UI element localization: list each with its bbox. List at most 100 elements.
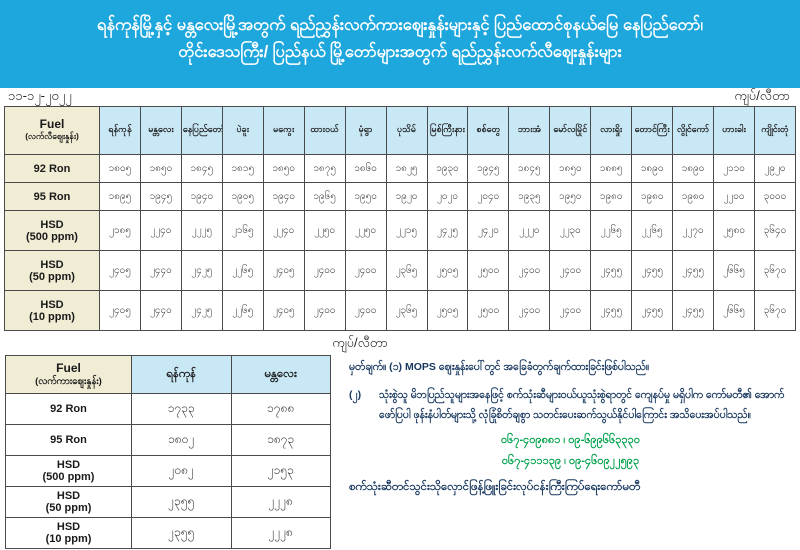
- note-2-number: (၂): [349, 388, 362, 401]
- price-cell: ၃၆၄၀: [754, 210, 796, 251]
- city-column-header: စစ်တွေ: [467, 106, 510, 155]
- price-cell: ၂၄၀၀: [303, 290, 346, 331]
- table-header-row: Fuel (လက်လီဈေးနှုန်း) ရန်ကုန် မန္တလေး နေပြည်…: [4, 106, 796, 155]
- fuel-name-cell: 92 Ron: [5, 393, 132, 425]
- price-cell: ၁၉၂၀: [385, 182, 428, 211]
- price-cell: ၂၄၀၀: [549, 250, 592, 291]
- price-cell: ၂၄၂၅: [180, 290, 223, 331]
- price-cell: ၂၄၅၅: [590, 250, 633, 291]
- price-cell: ၃၀၀၀: [754, 182, 796, 211]
- price-cell: ၂၅၈၀: [713, 210, 755, 251]
- fuel-price-row: HSD (500 ppm) ၂၀၈၂ ၂၁၅၃: [5, 455, 331, 487]
- city-column-header: ပဲခူး: [221, 106, 264, 155]
- price-cell: ၁၈၈၅: [590, 154, 633, 183]
- price-cell: ၂၄၀၀: [344, 250, 387, 291]
- city-column-header: မကွေး: [262, 106, 305, 155]
- price-cell: ၂၄၅၅: [590, 290, 633, 331]
- price-cell: ၂၀၂၀: [426, 182, 469, 211]
- price-cell: ၂၂၂၀: [508, 210, 551, 251]
- price-cell: ၂၄၅၅: [631, 290, 674, 331]
- price-cell: ၃၆၇၀: [754, 250, 796, 291]
- price-cell: ၁၈၀၂: [131, 424, 232, 456]
- wholesale-table-body: 92 Ron ၁၇၃၃ ၁၇၈၈ 95 Ron ၁၈၀၂ ၁၈၇၃ HSD (500 ppm)…: [5, 393, 331, 549]
- wholesale-table-head: Fuel (လက်ကားဈေးနှုန်း) ရန်ကုန် မန္တလေး: [5, 355, 331, 394]
- price-cell: ၁၉၈၀: [590, 182, 633, 211]
- city-column-header: မော်လမြိုင်: [549, 106, 592, 155]
- fuel-name-cell: HSD (500 ppm): [5, 455, 132, 487]
- price-cell: ၁၉၃၅: [508, 182, 551, 211]
- price-cell: ၂၅၀၅: [426, 250, 469, 291]
- price-cell: ၁၉၅၀: [344, 182, 387, 211]
- fuel-name-cell: HSD (50 ppm): [4, 250, 100, 291]
- price-cell: ၁၈၄၅: [508, 154, 551, 183]
- price-cell: ၂၂၂၈: [230, 517, 331, 549]
- price-cell: ၁၈၀၅: [99, 154, 141, 183]
- fuel-name-cell: HSD (10 ppm): [5, 517, 132, 549]
- city-column-header: နေပြည်တော်: [180, 106, 223, 155]
- price-cell: ၂၂၂၈: [230, 486, 331, 518]
- price-cell: ၂၂၄၀: [262, 210, 305, 251]
- title-line-1: ရန်ကုန်မြို့နှင့် မန္တလေးမြို့အတွက် ရည်ည…: [96, 16, 704, 34]
- price-cell: ၂၄၂၀: [467, 210, 510, 251]
- price-cell: ၁၉၄၅: [467, 154, 510, 183]
- notes-panel: မှတ်ချက်။ (၁) MOPS ဈေးနှုန်းပေါ်တွင် အခြ…: [331, 355, 794, 549]
- phone-line-1: ၀၆၇-၄၀၉၈၈၁ ၊ ၀၉-၆၉၉၆၆၃၃၃၀: [500, 433, 641, 446]
- price-cell: ၂၂၆၅: [590, 210, 633, 251]
- price-cell: ၁၈၇၅: [303, 154, 346, 183]
- price-cell: ၂၄၅၅: [631, 250, 674, 291]
- price-cell: ၂၅၀၅: [426, 290, 469, 331]
- price-cell: ၁၉၃၀: [426, 154, 469, 183]
- note-1: မှတ်ချက်။ (၁) MOPS ဈေးနှုန်းပေါ်တွင် အခြ…: [349, 361, 650, 373]
- note-2-text: သုံးစွဲသူ မိဘပြည်သူများအနေဖြင့် စက်သုံးဆ…: [379, 388, 785, 421]
- fuel-price-row: HSD (10 ppm) ၂၃၅၅ ၂၂၂၈: [5, 517, 331, 549]
- price-cell: ၁၉၄၅: [139, 182, 182, 211]
- price-cell: ၂၂၇၀: [672, 210, 715, 251]
- fuel-name-cell: HSD (50 ppm): [5, 486, 132, 518]
- price-cell: ၂၂၆၅: [221, 290, 264, 331]
- price-cell: ၂၄၀၅: [262, 290, 305, 331]
- price-cell: ၂၆၆၅: [713, 250, 755, 291]
- price-cell: ၂၂၃၀: [549, 210, 592, 251]
- unit-label-top: ကျပ်/လီတာ: [734, 87, 790, 103]
- price-cell: ၂၃၅၅: [131, 517, 232, 549]
- price-cell: ၂၀၈၂: [131, 455, 232, 487]
- city-column-header: လားရှိုး: [590, 106, 633, 155]
- fuel-name-cell: 95 Ron: [5, 424, 132, 456]
- fuel-column-header: Fuel (လက်ကားဈေးနှုန်း): [5, 355, 132, 394]
- fuel-price-row: 95 Ron ၁၈၉၅ ၁၉၄၅ ၁၉၄၀ ၁၉၀၅ ၁၉၄၀ ၁၉၆၅ ၁၉၅၀ ၁၉၂၀ ၂၀…: [4, 182, 796, 211]
- price-cell: ၂၂၅၀: [303, 210, 346, 251]
- price-cell: ၂၃၆၅: [385, 250, 428, 291]
- city-column-header: ပုသိမ်: [385, 106, 428, 155]
- price-cell: ၂၄၀၀: [508, 290, 551, 331]
- price-cell: ၁၈၆၀: [344, 154, 387, 183]
- price-cell: ၂၁၅၃: [230, 455, 331, 487]
- price-cell: ၁၈၁၅: [221, 154, 264, 183]
- price-cell: ၂၄၀၀: [303, 250, 346, 291]
- bottom-section: Fuel (လက်ကားဈေးနှုန်း) ရန်ကုန် မန္တလေး 92 R…: [0, 353, 800, 549]
- price-cell: ၁၉၆၅: [303, 182, 346, 211]
- city-column-header: တောင်ကြီး: [631, 106, 674, 155]
- price-cell: ၂၂၆၅: [221, 250, 264, 291]
- price-cell: ၂၄၄၀: [139, 290, 182, 331]
- fuel-price-row: 92 Ron ၁၈၀၅ ၁၈၅၀ ၁၈၄၅ ၁၈၁၅ ၁၈၅၀ ၁၈၇၅ ၁၈၆၀ ၁၈၂၅ ၁၉…: [4, 154, 796, 183]
- price-cell: ၂၄၂၅: [180, 250, 223, 291]
- title-line-2: တိုင်းဒေသကြီး/ ပြည်နယ် မြို့တော်များအတွက…: [178, 43, 622, 62]
- price-cell: ၁၈၄၅: [180, 154, 223, 183]
- retail-table-head: Fuel (လက်လီဈေးနှုန်း) ရန်ကုန် မန္တလေး နေပြည်…: [4, 106, 796, 155]
- city-column-header: ရန်ကုန်: [131, 355, 232, 394]
- fuel-name-cell: HSD (10 ppm): [4, 290, 100, 331]
- fuel-price-row: 95 Ron ၁၈၀၂ ၁၈၇၃: [5, 424, 331, 456]
- price-cell: ၁၈၉၀: [672, 154, 715, 183]
- table-header-row: Fuel (လက်ကားဈေးနှုန်း) ရန်ကုန် မန္တလေး: [5, 355, 331, 394]
- city-column-header: လွိုင်ကော်: [672, 106, 715, 155]
- price-cell: ၁၈၅၀: [262, 154, 305, 183]
- fuel-price-row: 92 Ron ၁၇၃၃ ၁၇၈၈: [5, 393, 331, 425]
- wholesale-price-table: Fuel (လက်ကားဈေးနှုန်း) ရန်ကုန် မန္တလေး 92 R…: [5, 355, 331, 549]
- fuel-price-row: HSD (50 ppm) ၂၃၅၅ ၂၂၂၈: [5, 486, 331, 518]
- note-2: (၂) သုံးစွဲသူ မိဘပြည်သူများအနေဖြင့် စက်သ…: [349, 386, 792, 426]
- price-cell: ၂၂၆၅: [631, 210, 674, 251]
- price-cell: ၁၈၅၀: [549, 154, 592, 183]
- fuel-name-cell: 95 Ron: [4, 182, 100, 211]
- price-cell: ၂၅၀၀: [467, 290, 510, 331]
- fuel-price-row: HSD (10 ppm) ၂၄၀၅ ၂၄၄၀ ၂၄၂၅ ၂၂၆၅ ၂၄၀၅ ၂၄၀၀ ၂၄၀၀၂…: [4, 290, 796, 331]
